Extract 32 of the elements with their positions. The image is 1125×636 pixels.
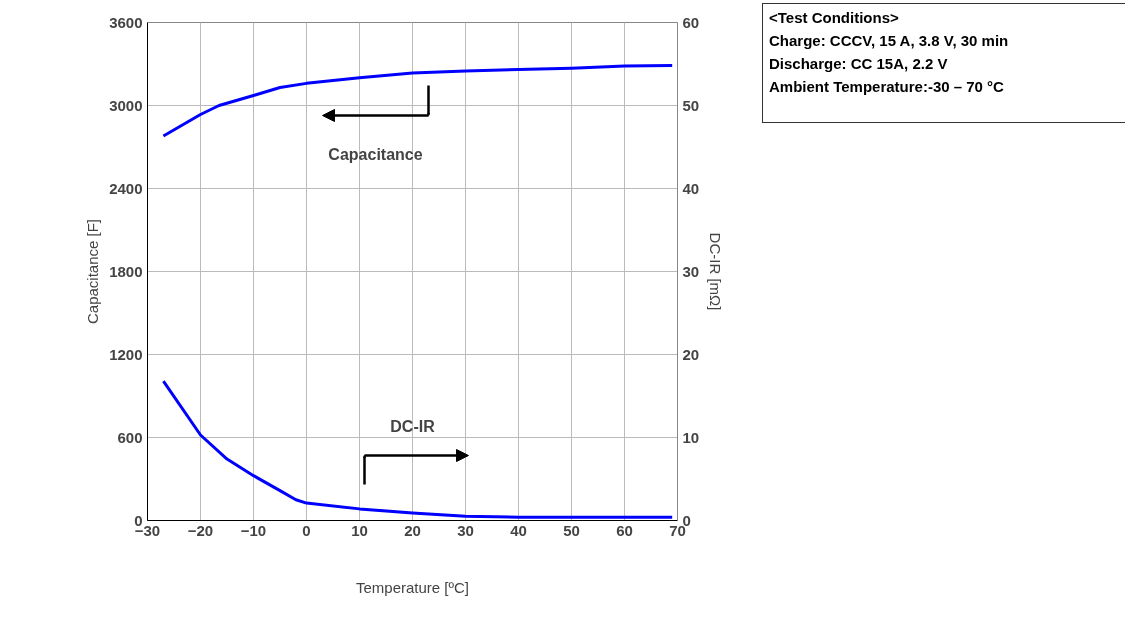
y-tick-label: 3600 (109, 13, 143, 31)
text: <Test Conditions> (769, 9, 899, 26)
text: Discharge: CC 15A, 2.2 V (769, 55, 948, 72)
x-tick-label: 10 (351, 521, 368, 539)
annotation: DC-IR (390, 418, 436, 435)
y2-tick-label: 40 (682, 179, 700, 197)
x-tick-label: 50 (563, 521, 580, 539)
y-tick-label: 1800 (109, 262, 143, 280)
annotation: Capacitance (328, 146, 423, 163)
x-tick-label: 40 (510, 521, 527, 539)
y2-tick-label: 20 (682, 345, 700, 363)
x-tick-label: −10 (240, 521, 267, 539)
y-axis-title: Capacitance [F] (84, 218, 102, 325)
y2-tick-label: 50 (682, 96, 700, 114)
line-series (161, 63, 674, 138)
y2-tick-label: 30 (682, 262, 700, 280)
y2-axis-title: DC-IR [mΩ] (707, 232, 725, 311)
x-tick-label: 30 (457, 521, 474, 539)
y2-tick-label: 60 (682, 13, 700, 31)
y-tick-label: 1200 (109, 345, 143, 363)
line-series (161, 379, 674, 519)
y2-tick-label: 10 (682, 428, 700, 446)
x-tick-label: −20 (187, 521, 214, 539)
text: Ambient Temperature:-30 – 70 °C (769, 78, 1004, 95)
x-tick-label: 60 (616, 521, 633, 539)
text: Charge: CCCV, 15 A, 3.8 V, 30 min (769, 32, 1009, 49)
y-tick-label: 2400 (109, 179, 143, 197)
y-tick-label: 600 (117, 428, 143, 446)
x-tick-label: 20 (404, 521, 421, 539)
x-axis-title: Temperature [ºC] (355, 578, 470, 596)
y-tick-label: 3000 (109, 96, 143, 114)
x-tick-label: 0 (302, 521, 311, 539)
